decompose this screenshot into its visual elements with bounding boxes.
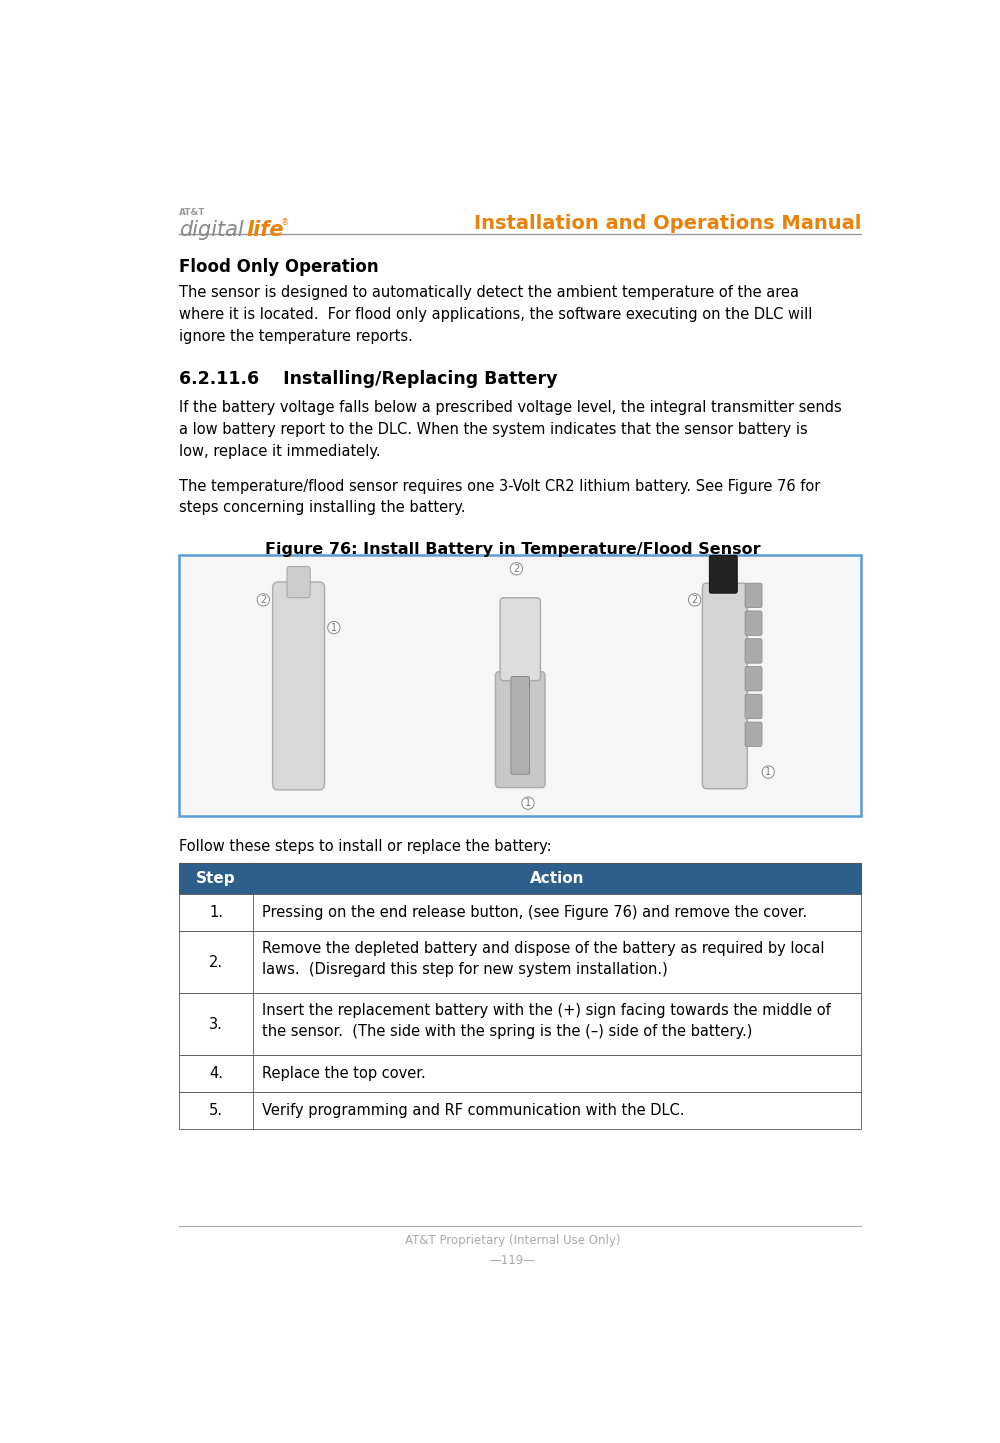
Text: Follow these steps to install or replace the battery:: Follow these steps to install or replace… xyxy=(179,838,552,854)
Text: 2: 2 xyxy=(260,595,266,605)
Text: life: life xyxy=(246,221,283,241)
Text: Remove the depleted battery and dispose of the battery as required by local: Remove the depleted battery and dispose … xyxy=(262,941,825,955)
Text: 5.: 5. xyxy=(209,1102,223,1118)
Text: Insert the replacement battery with the (+) sign facing towards the middle of: Insert the replacement battery with the … xyxy=(262,1003,831,1019)
Text: 2: 2 xyxy=(513,564,520,574)
FancyBboxPatch shape xyxy=(273,582,325,789)
Text: ignore the temperature reports.: ignore the temperature reports. xyxy=(179,329,413,343)
Bar xyxy=(179,1055,861,1092)
Bar xyxy=(179,895,861,931)
Text: 1: 1 xyxy=(765,768,771,776)
Text: AT&T: AT&T xyxy=(179,208,206,216)
Text: If the battery voltage falls below a prescribed voltage level, the integral tran: If the battery voltage falls below a pre… xyxy=(179,400,842,416)
Bar xyxy=(179,863,861,895)
FancyBboxPatch shape xyxy=(745,610,762,635)
Text: 4.: 4. xyxy=(209,1066,223,1081)
FancyBboxPatch shape xyxy=(179,556,861,817)
Text: laws.  (Disregard this step for new system installation.): laws. (Disregard this step for new syste… xyxy=(262,962,668,977)
Bar xyxy=(179,931,861,993)
Text: steps concerning installing the battery.: steps concerning installing the battery. xyxy=(179,501,466,515)
FancyBboxPatch shape xyxy=(702,583,747,789)
Text: The sensor is designed to automatically detect the ambient temperature of the ar: The sensor is designed to automatically … xyxy=(179,286,799,300)
Text: Verify programming and RF communication with the DLC.: Verify programming and RF communication … xyxy=(262,1102,685,1118)
Text: Flood Only Operation: Flood Only Operation xyxy=(179,258,379,276)
Text: 3.: 3. xyxy=(209,1017,223,1032)
Text: 1: 1 xyxy=(331,622,337,632)
FancyBboxPatch shape xyxy=(511,677,530,775)
Text: —119—: —119— xyxy=(490,1254,536,1267)
Text: Action: Action xyxy=(530,872,584,886)
Bar xyxy=(179,1092,861,1128)
Text: 2: 2 xyxy=(692,595,698,605)
Text: where it is located.  For flood only applications, the software executing on the: where it is located. For flood only appl… xyxy=(179,307,813,322)
Text: 2.: 2. xyxy=(209,955,223,970)
Text: digital: digital xyxy=(179,221,244,241)
Text: 1.: 1. xyxy=(209,905,223,921)
Text: ®: ® xyxy=(281,218,289,227)
Text: 6.2.11.6    Installing/Replacing Battery: 6.2.11.6 Installing/Replacing Battery xyxy=(179,371,558,388)
Text: The temperature/flood sensor requires one 3-Volt CR2 lithium battery. See Figure: The temperature/flood sensor requires on… xyxy=(179,479,821,494)
Text: Pressing on the end release button, (see Figure 76) and remove the cover.: Pressing on the end release button, (see… xyxy=(262,905,807,921)
Text: Figure 76: Install Battery in Temperature/Flood Sensor: Figure 76: Install Battery in Temperatur… xyxy=(265,543,760,557)
FancyBboxPatch shape xyxy=(709,556,737,593)
FancyBboxPatch shape xyxy=(745,694,762,719)
FancyBboxPatch shape xyxy=(495,672,545,788)
FancyBboxPatch shape xyxy=(745,583,762,608)
Text: AT&T Proprietary (Internal Use Only): AT&T Proprietary (Internal Use Only) xyxy=(405,1234,620,1247)
FancyBboxPatch shape xyxy=(287,567,310,597)
FancyBboxPatch shape xyxy=(745,667,762,691)
Text: Replace the top cover.: Replace the top cover. xyxy=(262,1066,426,1081)
FancyBboxPatch shape xyxy=(745,722,762,746)
FancyBboxPatch shape xyxy=(500,597,540,681)
FancyBboxPatch shape xyxy=(745,639,762,664)
Text: Step: Step xyxy=(196,872,236,886)
Text: the sensor.  (The side with the spring is the (–) side of the battery.): the sensor. (The side with the spring is… xyxy=(262,1025,753,1039)
Text: Installation and Operations Manual: Installation and Operations Manual xyxy=(474,214,861,234)
Text: 1: 1 xyxy=(525,798,531,808)
Text: a low battery report to the DLC. When the system indicates that the sensor batte: a low battery report to the DLC. When th… xyxy=(179,421,808,437)
Bar xyxy=(179,993,861,1055)
Text: low, replace it immediately.: low, replace it immediately. xyxy=(179,443,381,459)
